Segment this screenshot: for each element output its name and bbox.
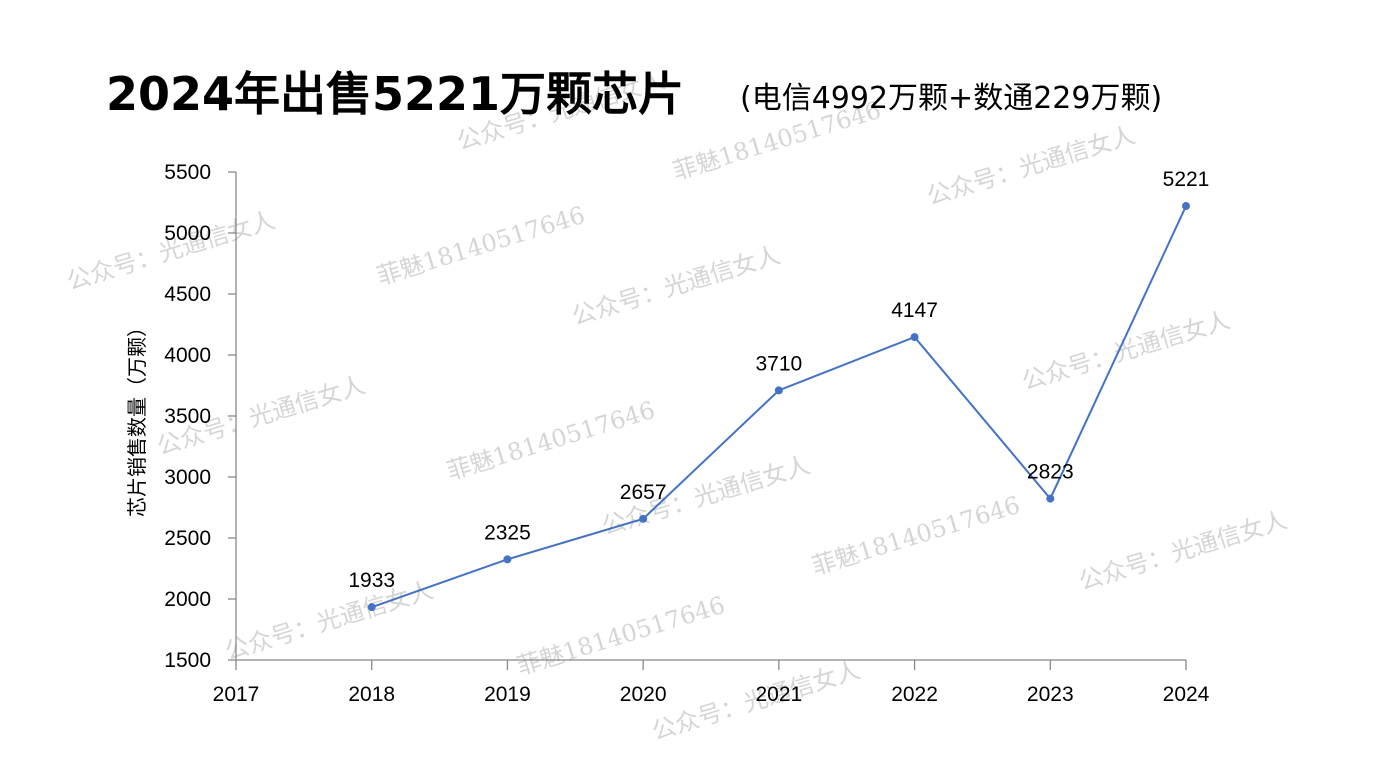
y-tick-label: 4000 — [164, 344, 211, 367]
watermark-text: 菲魅18140517646 — [809, 491, 1024, 581]
data-point — [503, 555, 512, 564]
watermark-text: 菲魅18140517646 — [514, 591, 729, 681]
y-tick-label: 2000 — [164, 588, 211, 611]
y-tick-label: 3000 — [164, 466, 211, 489]
watermark-text: 公众号：光通信女人 — [1076, 506, 1291, 596]
y-axis-ticks: 1500 2000 2500 3000 3500 4000 4500 5000 5500 — [164, 161, 236, 672]
data-label: 2823 — [1027, 461, 1074, 484]
x-tick-label: 2023 — [1027, 683, 1074, 706]
data-point — [367, 603, 376, 612]
watermark-text: 菲魅18140517646 — [444, 396, 659, 486]
data-point — [910, 333, 919, 342]
watermark-text: 公众号：光通信女人 — [222, 576, 437, 666]
data-point — [774, 386, 783, 395]
x-tick-label: 2024 — [1163, 683, 1210, 706]
x-tick-label: 2019 — [484, 683, 531, 706]
data-label: 2325 — [484, 521, 531, 544]
data-point — [639, 514, 648, 523]
chart-subtitle: (电信4992万颗+数通229万颗) — [740, 81, 1162, 116]
series-group — [367, 202, 1190, 612]
x-tick-label: 2021 — [755, 683, 802, 706]
y-tick-label: 3500 — [164, 405, 211, 428]
data-point — [1046, 494, 1055, 503]
data-label: 1933 — [348, 569, 395, 592]
y-axis-title: 芯片销售数量（万颗） — [125, 317, 149, 517]
y-tick-label: 1500 — [164, 649, 211, 672]
y-tick-label: 5000 — [164, 222, 211, 245]
data-label: 5221 — [1163, 168, 1210, 191]
y-tick-label: 4500 — [164, 283, 211, 306]
y-tick-label: 2500 — [164, 527, 211, 550]
data-label: 4147 — [891, 299, 938, 322]
data-labels: 1933 2325 2657 3710 4147 2823 5221 — [348, 168, 1209, 592]
data-label: 2657 — [620, 481, 667, 504]
x-tick-label: 2020 — [620, 683, 667, 706]
x-tick-label: 2018 — [348, 683, 395, 706]
watermark-text: 菲魅18140517646 — [374, 201, 589, 291]
watermark-text: 公众号：光通信女人 — [569, 241, 784, 331]
x-axis-ticks: 2017 2018 2019 2020 2021 2022 2023 2024 — [213, 660, 1210, 706]
y-tick-label: 5500 — [164, 161, 211, 184]
watermark-text: 公众号：光通信女人 — [1019, 306, 1234, 396]
watermark-text: 公众号：光通信女人 — [924, 121, 1139, 211]
x-tick-label: 2022 — [891, 683, 938, 706]
x-tick-label: 2017 — [213, 683, 260, 706]
data-point — [1182, 202, 1190, 211]
data-label: 3710 — [755, 352, 802, 375]
chart-title: 2024年出售5221万颗芯片 — [106, 67, 684, 121]
watermark-layer: 公众号：光通信女人公众号：光通信女人菲魅18140517646公众号：光通信女人… — [64, 66, 1291, 746]
